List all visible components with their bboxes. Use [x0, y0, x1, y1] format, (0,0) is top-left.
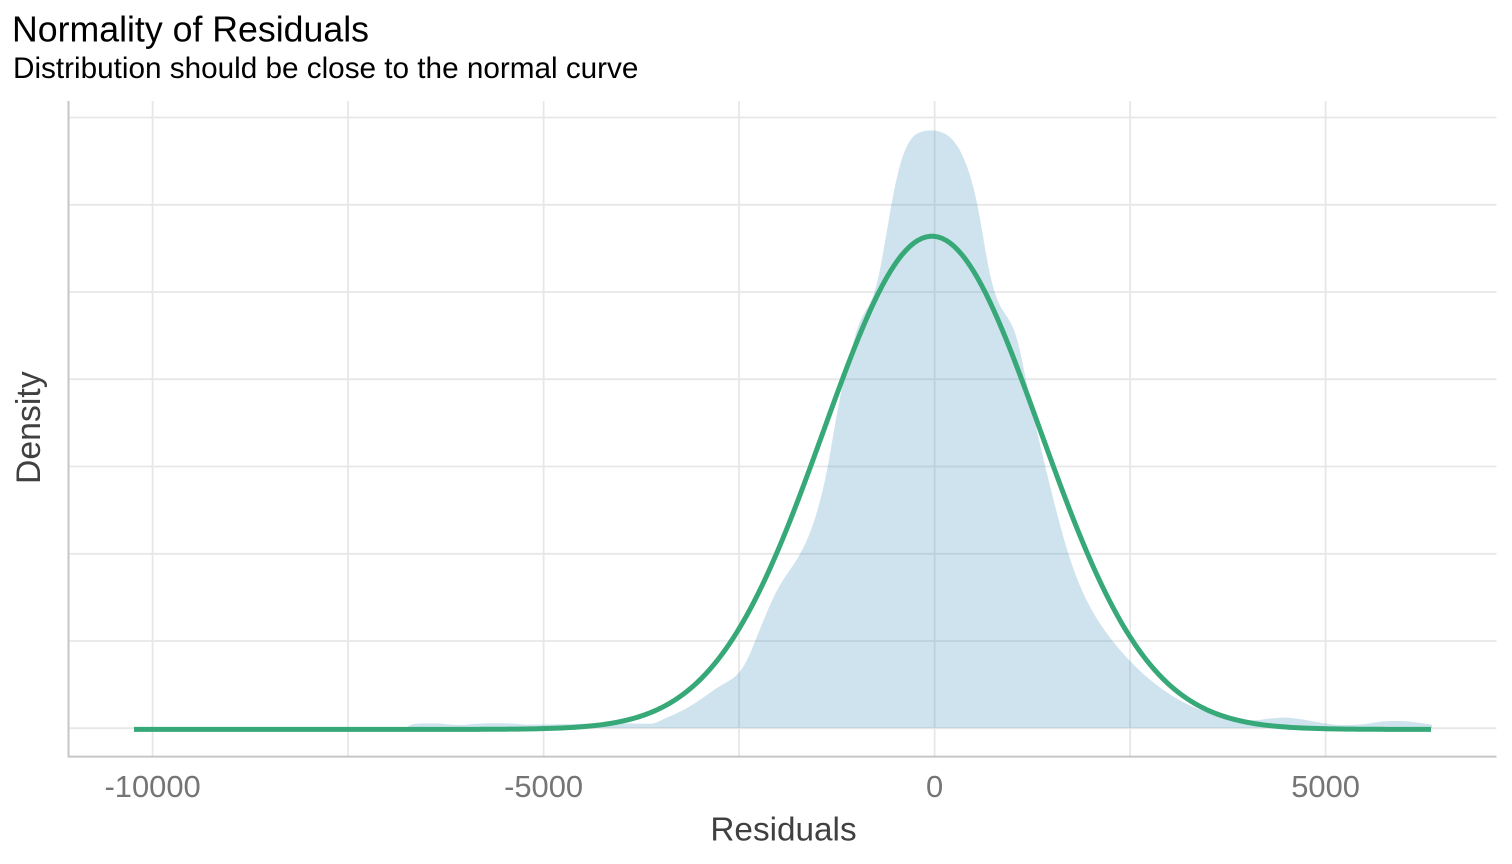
svg-text:Residuals: Residuals: [710, 811, 856, 848]
svg-text:5000: 5000: [1291, 769, 1360, 804]
svg-text:Normality of Residuals: Normality of Residuals: [12, 9, 369, 49]
svg-text:Distribution should be close t: Distribution should be close to the norm…: [13, 52, 638, 85]
svg-text:Density: Density: [10, 371, 48, 484]
svg-text:0: 0: [926, 769, 943, 804]
svg-text:-5000: -5000: [504, 769, 583, 804]
svg-text:-10000: -10000: [105, 769, 201, 804]
